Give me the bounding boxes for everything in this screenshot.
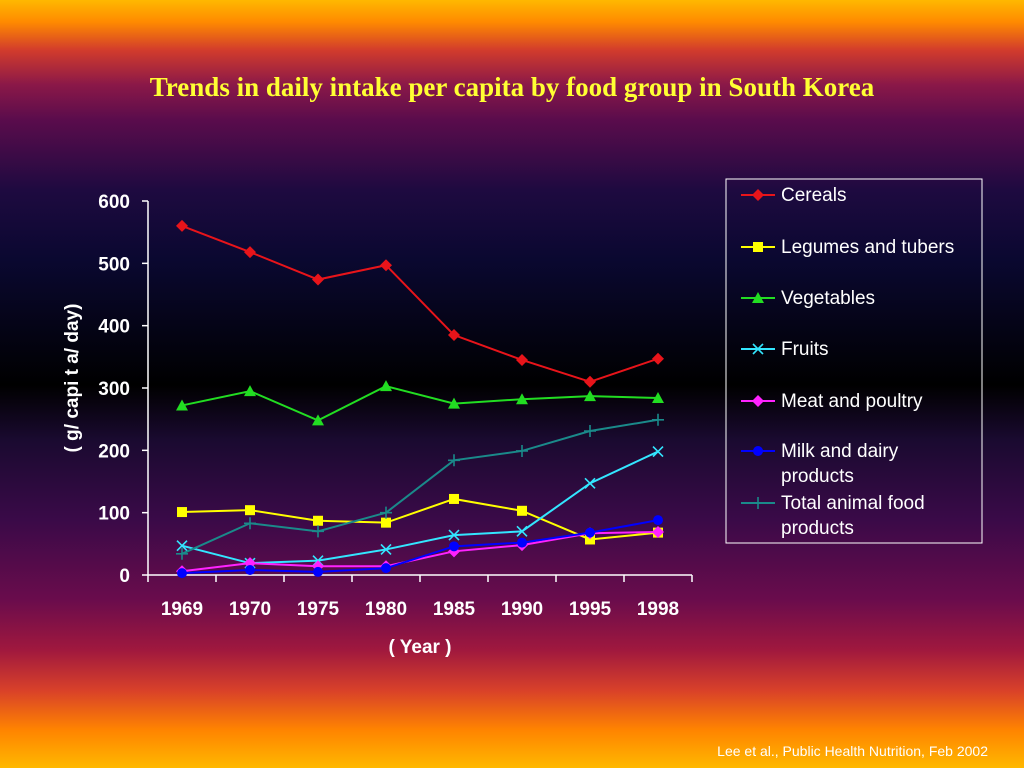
series-cereals xyxy=(176,219,664,388)
legend-swatch-marker xyxy=(753,242,763,252)
data-point-fruits xyxy=(176,540,188,552)
data-point-legumes-and-tubers xyxy=(585,534,595,545)
legend-item-legumes-and-tubers: Legumes and tubers xyxy=(741,237,954,258)
legend-item-milk-and-dairy-products: Milk and dairy products xyxy=(741,441,899,487)
data-point-vegetables xyxy=(584,390,596,402)
data-point-milk-and-dairy-products xyxy=(381,563,391,574)
x-tick-label: 1998 xyxy=(637,599,679,620)
legend-label: Total animal food products xyxy=(781,493,925,539)
series-line-milk-and-dairy-products xyxy=(181,519,659,575)
chart-legend: Cereals Legumes and tubers Vegetables Fruit… xyxy=(725,178,983,544)
data-point-cereals xyxy=(312,273,324,286)
legend-swatch-marker xyxy=(752,497,764,509)
data-point-cereals xyxy=(380,259,392,272)
data-point-fruits xyxy=(380,543,392,556)
legend-swatch-marker xyxy=(752,292,764,303)
data-point-meat-and-poultry xyxy=(652,525,664,538)
data-point-milk-and-dairy-products xyxy=(517,537,527,548)
x-tick-label: 1985 xyxy=(433,599,476,620)
y-tick-label: 600 xyxy=(98,192,130,213)
legend-item-total-animal-food-products: Total animal food products xyxy=(741,493,925,539)
data-point-total-animal-food-products xyxy=(516,444,528,457)
data-point-legumes-and-tubers xyxy=(245,505,255,516)
data-point-milk-and-dairy-products xyxy=(245,565,255,576)
data-point-legumes-and-tubers xyxy=(313,515,323,526)
data-point-cereals xyxy=(652,352,664,365)
x-tick-label: 1969 xyxy=(161,599,203,620)
legend-label: Cereals xyxy=(781,185,846,206)
data-point-total-animal-food-products xyxy=(176,547,188,560)
data-point-total-animal-food-products xyxy=(380,506,392,519)
data-point-legumes-and-tubers xyxy=(177,507,187,518)
data-point-fruits xyxy=(652,446,664,458)
legend-swatch-marker xyxy=(752,343,764,355)
y-axis-label: ( g/ capi t a/ day) xyxy=(62,304,83,453)
chart-axes: 0 100 200 300 400 500 600 1969 1970 1975 1980 1985 1… xyxy=(62,192,693,658)
data-point-milk-and-dairy-products xyxy=(177,568,187,579)
data-point-fruits xyxy=(516,525,528,537)
data-point-cereals xyxy=(448,329,460,342)
legend-swatch-marker xyxy=(753,446,763,456)
data-point-milk-and-dairy-products xyxy=(449,541,459,552)
x-tick-label: 1975 xyxy=(297,599,340,620)
data-point-legumes-and-tubers xyxy=(381,517,391,528)
x-tick-label: 1990 xyxy=(501,599,543,620)
data-point-cereals xyxy=(584,375,596,388)
legend-label: Legumes and tubers xyxy=(781,237,954,258)
x-tick-label: 1995 xyxy=(569,599,612,620)
data-point-vegetables xyxy=(516,393,528,405)
series-milk-and-dairy-products xyxy=(177,515,663,579)
data-point-total-animal-food-products xyxy=(584,425,596,438)
legend-item-cereals: Cereals xyxy=(741,185,846,206)
source-citation: Lee et al., Public Health Nutrition, Feb… xyxy=(717,743,988,759)
series-line-vegetables xyxy=(181,385,659,422)
series-vegetables xyxy=(176,380,664,426)
data-point-milk-and-dairy-products xyxy=(313,566,323,577)
data-point-total-animal-food-products xyxy=(448,454,460,467)
y-tick-label: 0 xyxy=(119,566,130,587)
data-point-milk-and-dairy-products xyxy=(585,527,595,538)
series-line-total-animal-food-products xyxy=(181,418,659,555)
legend-label: Fruits xyxy=(781,339,829,360)
data-point-cereals xyxy=(516,353,528,366)
y-tick-label: 300 xyxy=(98,379,130,400)
data-point-vegetables xyxy=(244,385,256,397)
legend-label: Milk and dairy products xyxy=(781,441,899,487)
x-axis-label: ( Year ) xyxy=(388,637,451,658)
data-point-cereals xyxy=(176,219,188,232)
y-tick-label: 400 xyxy=(98,317,130,338)
data-point-total-animal-food-products xyxy=(652,413,664,426)
legend-item-vegetables: Vegetables xyxy=(741,288,875,309)
data-point-vegetables xyxy=(312,414,324,426)
data-point-vegetables xyxy=(652,391,664,403)
slide-title: Trends in daily intake per capita by foo… xyxy=(149,72,875,102)
data-point-vegetables xyxy=(448,397,460,409)
data-point-cereals xyxy=(244,246,256,259)
x-tick-label: 1970 xyxy=(229,599,271,620)
legend-swatch-marker xyxy=(752,189,764,201)
x-tick-label: 1980 xyxy=(365,599,407,620)
y-tick-label: 200 xyxy=(98,441,130,462)
legend-item-fruits: Fruits xyxy=(741,339,829,360)
legend-item-meat-and-poultry: Meat and poultry xyxy=(741,391,923,412)
legend-label: Meat and poultry xyxy=(781,391,923,412)
data-point-fruits xyxy=(584,477,596,489)
data-point-total-animal-food-products xyxy=(312,525,324,538)
legend-box xyxy=(725,178,983,544)
data-point-milk-and-dairy-products xyxy=(653,515,663,526)
series-total-animal-food-products xyxy=(176,413,664,560)
chart-series xyxy=(176,219,664,579)
data-point-legumes-and-tubers xyxy=(449,493,459,504)
legend-swatch-marker xyxy=(752,395,764,407)
legend-label: Vegetables xyxy=(781,288,875,309)
data-point-vegetables xyxy=(380,380,392,392)
data-point-legumes-and-tubers xyxy=(517,505,527,516)
y-tick-label: 100 xyxy=(98,504,130,525)
series-line-cereals xyxy=(181,225,659,383)
data-point-vegetables xyxy=(176,399,188,411)
data-point-fruits xyxy=(448,529,460,541)
data-point-total-animal-food-products xyxy=(244,517,256,530)
y-tick-label: 500 xyxy=(98,254,130,275)
